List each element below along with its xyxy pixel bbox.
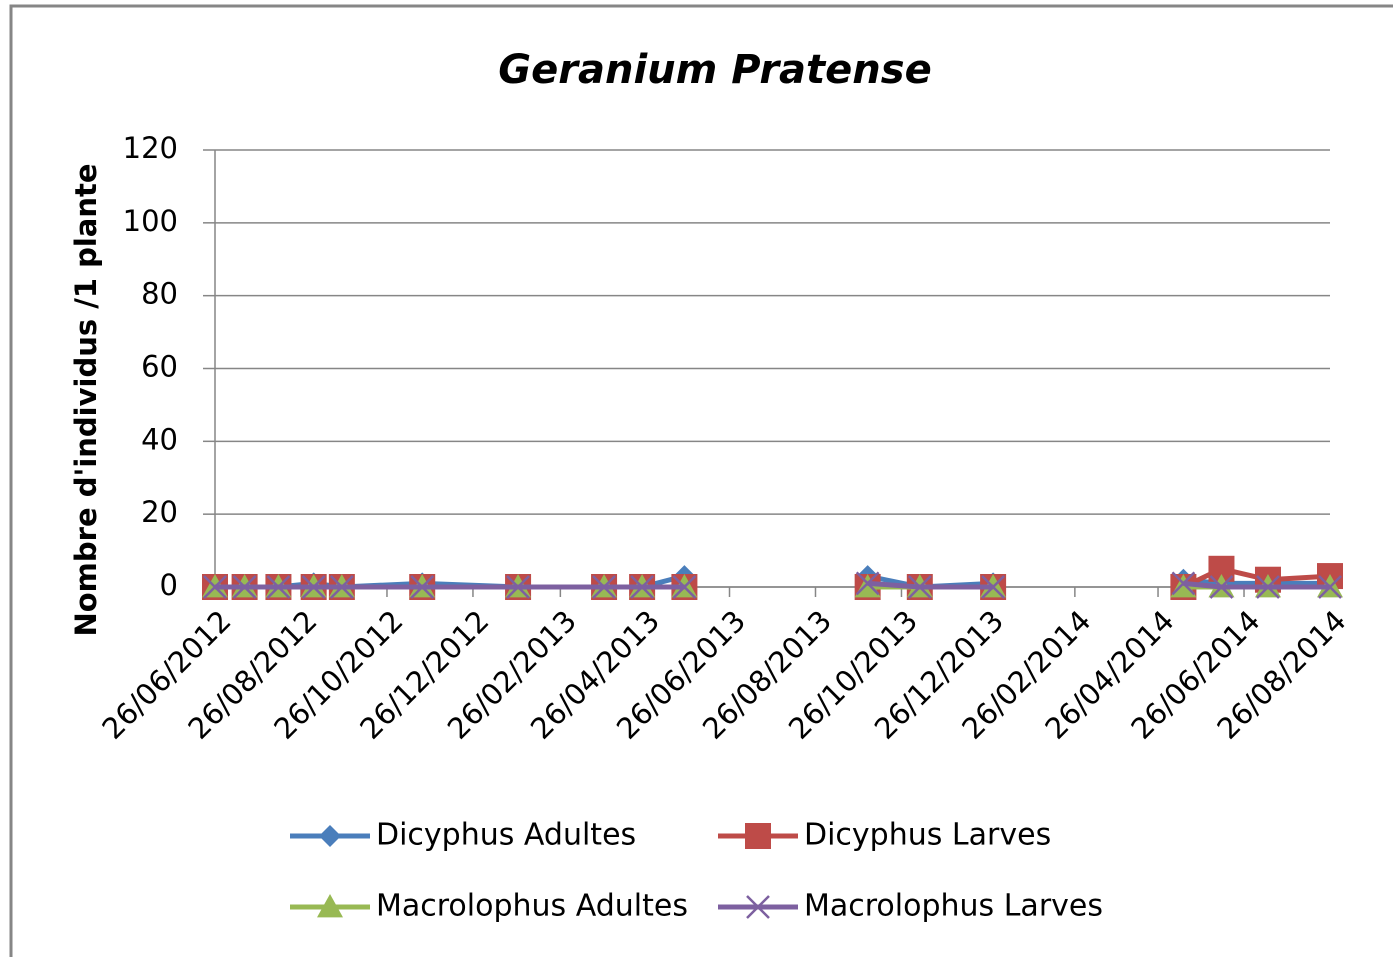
marker <box>592 575 616 599</box>
legend-label: Dicyphus Adultes <box>376 818 636 853</box>
marker <box>329 575 354 599</box>
y-tick-label: 120 <box>123 131 178 165</box>
marker <box>301 575 326 599</box>
y-tick-label: 100 <box>123 204 178 238</box>
marker <box>1209 575 1234 599</box>
legend-label: Dicyphus Larves <box>804 818 1051 853</box>
y-tick-label: 60 <box>141 350 178 384</box>
marker <box>506 575 530 599</box>
y-axis-label: Nombre d'individus /1 plante <box>69 163 103 636</box>
legend-label: Macrolophus Adultes <box>376 889 688 924</box>
legend-label: Macrolophus Larves <box>804 889 1103 924</box>
y-tick-label: 80 <box>141 277 178 311</box>
chart-title: Geranium Pratense <box>498 47 931 93</box>
marker <box>672 575 697 599</box>
marker <box>907 575 932 599</box>
marker <box>1318 575 1342 599</box>
y-tick-label: 20 <box>141 495 178 529</box>
marker <box>317 894 343 918</box>
chart-frame <box>9 4 1393 957</box>
marker <box>266 575 291 599</box>
y-tick-label: 0 <box>160 568 178 602</box>
marker <box>630 575 654 599</box>
marker <box>232 575 257 599</box>
marker <box>855 571 880 596</box>
marker <box>745 823 771 849</box>
marker <box>203 575 227 599</box>
marker <box>319 825 341 847</box>
marker <box>1256 575 1280 599</box>
marker <box>981 575 1005 599</box>
marker <box>1171 571 1196 596</box>
marker <box>746 895 770 919</box>
y-tick-label: 40 <box>141 422 178 456</box>
marker <box>410 575 435 599</box>
